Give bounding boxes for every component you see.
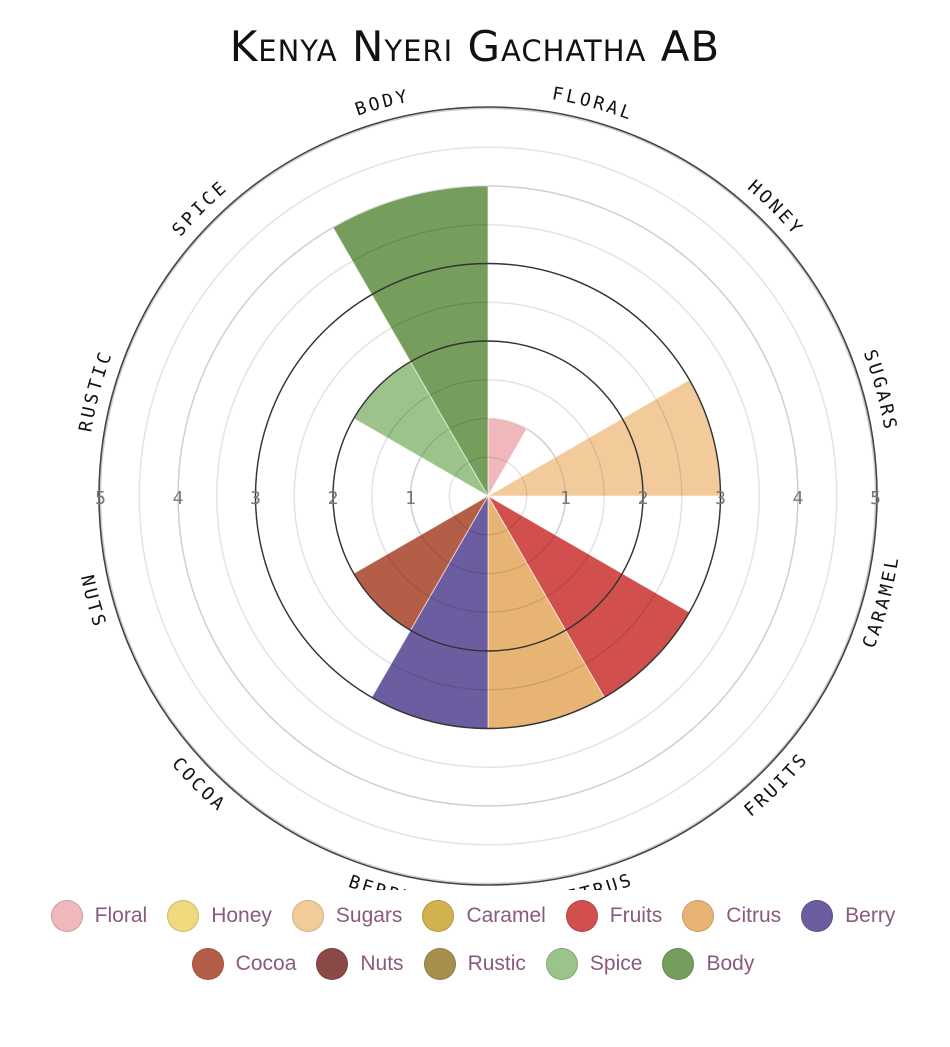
axis-label-caramel: CARAMEL <box>859 553 904 651</box>
legend-item-fruits: Fruits <box>565 900 667 932</box>
legend-swatch <box>682 900 715 932</box>
tick-label: 4 <box>173 488 184 509</box>
legend-item-honey: Honey <box>167 900 276 932</box>
legend-swatch <box>801 900 834 932</box>
wedge-grid-ring <box>333 224 721 729</box>
legend-swatch <box>167 900 200 932</box>
axis-label-floral: FLORAL <box>551 83 637 125</box>
legend-swatch <box>662 948 695 980</box>
axis-label-rustic: RUSTIC <box>75 347 117 433</box>
legend-item-spice: Spice <box>545 948 647 980</box>
axis-label-fruits: FRUITS <box>740 748 813 821</box>
legend-label: Berry <box>845 904 896 927</box>
tick-label: 3 <box>250 488 261 509</box>
legend-swatch <box>422 900 455 932</box>
legend-row-2: Cocoa Nuts Rustic Spice Body <box>0 948 950 980</box>
tick-label: 5 <box>95 488 106 509</box>
grid-ring <box>99 107 877 885</box>
legend-label: Fruits <box>609 904 663 927</box>
grid-ring <box>138 146 838 846</box>
legend-item-nuts: Nuts <box>316 948 407 980</box>
legend-label: Citrus <box>726 904 782 927</box>
legend-swatch <box>191 948 224 980</box>
legend-swatch <box>316 948 349 980</box>
legend-swatch <box>545 948 578 980</box>
chart-title: Kenya Nyeri Gachatha AB <box>229 22 721 71</box>
legend-label: Honey <box>211 904 272 927</box>
axis-label-sugars: SUGARS <box>859 347 901 433</box>
tick-label: 5 <box>870 488 881 509</box>
legend-swatch <box>565 900 598 932</box>
tick-label: 2 <box>638 488 649 509</box>
legend-label: Sugars <box>335 904 403 927</box>
legend-swatch <box>423 948 456 980</box>
legend-item-cocoa: Cocoa <box>191 948 301 980</box>
legend-item-floral: Floral <box>50 900 152 932</box>
legend-label: Caramel <box>466 904 546 927</box>
legend-row-1: Floral Honey Sugars Caramel Fruits Citrus Berr… <box>0 900 950 932</box>
outer-ring <box>98 106 878 886</box>
legend-item-body: Body <box>662 948 758 980</box>
legend-swatch <box>50 900 83 932</box>
polar-chart: 1 1 2 2 3 3 4 4 5 5 FLORAL HONEY SUGARS CARAMEL FRUITS… <box>75 83 904 890</box>
legend-item-caramel: Caramel <box>422 900 549 932</box>
legend-item-berry: Berry <box>801 900 899 932</box>
axis-label-cocoa: COCOA <box>167 753 230 816</box>
legend-label: Cocoa <box>235 952 297 975</box>
axis-label-body: BODY <box>353 86 412 121</box>
legend-label: Rustic <box>467 952 526 975</box>
legend-item-sugars: Sugars <box>291 900 407 932</box>
legend-label: Nuts <box>360 952 404 975</box>
legend-item-rustic: Rustic <box>423 948 530 980</box>
tick-label: 3 <box>715 488 726 509</box>
tick-label: 2 <box>328 488 339 509</box>
legend-swatch <box>291 900 324 932</box>
grid-ring-major <box>254 262 722 730</box>
wedge-body <box>332 185 489 498</box>
axis-label-nuts: NUTS <box>76 573 110 631</box>
tick-label: 1 <box>560 488 571 509</box>
axis-label-citrus: CITRUS <box>552 869 637 890</box>
legend-label: Floral <box>94 904 148 927</box>
grid-ring-major <box>332 340 644 652</box>
tick-label: 4 <box>793 488 804 509</box>
axis-label-honey: HONEY <box>744 176 808 240</box>
wedge-grid-ring <box>333 301 683 691</box>
legend-item-citrus: Citrus <box>682 900 785 932</box>
legend-label: Spice <box>589 952 643 975</box>
tick-label: 1 <box>405 488 416 509</box>
axis-label-spice: SPICE <box>168 176 232 240</box>
legend-label: Body <box>706 952 755 975</box>
